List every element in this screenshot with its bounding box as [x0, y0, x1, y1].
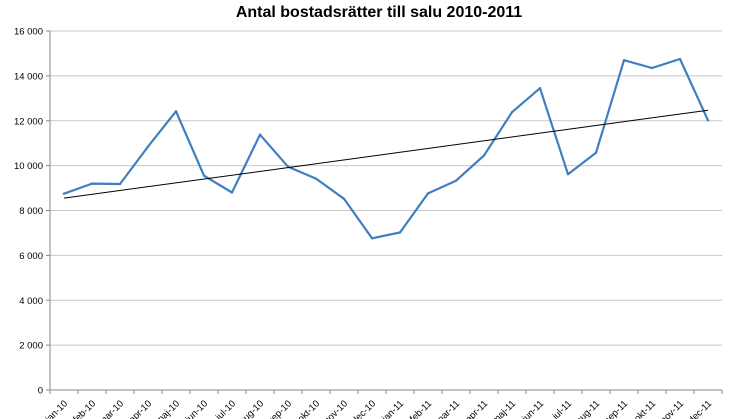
x-tick-label: aug-11: [574, 398, 602, 419]
x-tick-label: feb-11: [408, 398, 434, 419]
y-tick-label: 14 000: [14, 71, 43, 82]
data-point: [202, 174, 206, 177]
x-tick-label: jul-10: [213, 398, 238, 419]
y-tick-label: 4 000: [19, 296, 43, 307]
x-tick-label: okt-10: [296, 398, 322, 419]
x-tick-label: nov-10: [322, 398, 350, 419]
x-tick-label: jun-11: [519, 398, 546, 419]
data-point: [482, 154, 486, 157]
x-tick-label: mar-10: [97, 398, 126, 419]
gridlines: [50, 30, 722, 346]
x-tick-label: jul-11: [550, 398, 574, 419]
data-point: [538, 87, 542, 90]
x-tick-label: jan-11: [379, 398, 406, 419]
x-tick-label: sep-11: [602, 398, 630, 419]
y-axis-ticks: 0 2 000 4 000 6 000 8 000 10 000 12 000 14 000 1…: [14, 27, 50, 397]
data-point: [314, 177, 318, 180]
chart-title: Antal bostadsrätter till salu 2010-2011: [236, 4, 522, 21]
y-tick-label: 2 000: [19, 341, 43, 352]
y-tick-label: 0: [38, 386, 43, 397]
data-point: [118, 182, 122, 186]
data-point: [90, 182, 94, 185]
data-point: [146, 145, 150, 148]
data-point: [230, 191, 234, 194]
x-tick-label: sep-10: [266, 398, 294, 419]
y-tick-label: 6 000: [19, 251, 43, 262]
x-tick-label: dec-10: [350, 398, 378, 419]
y-tick-label: 16 000: [14, 27, 43, 38]
series-line: [62, 57, 710, 240]
data-point: [650, 66, 654, 70]
data-point: [370, 237, 374, 240]
data-point: [678, 57, 682, 61]
x-tick-label: mar-11: [434, 398, 463, 419]
x-tick-label: jun-10: [183, 398, 210, 419]
x-tick-label: okt-11: [632, 398, 658, 419]
data-point: [510, 111, 514, 114]
x-tick-label: apr-10: [127, 398, 154, 419]
data-point: [706, 119, 710, 122]
data-point: [454, 179, 458, 182]
x-tick-label: feb-10: [71, 398, 98, 419]
data-point: [258, 133, 262, 136]
y-tick-label: 8 000: [19, 206, 43, 217]
data-point: [62, 192, 66, 195]
y-tick-label: 10 000: [14, 161, 43, 172]
series-layer: [62, 57, 710, 240]
data-point: [398, 231, 402, 234]
data-point: [426, 192, 430, 195]
data-point: [174, 110, 178, 113]
y-tick-label: 12 000: [14, 116, 43, 127]
data-point: [342, 197, 346, 201]
x-tick-label: maj-11: [490, 398, 518, 419]
x-tick-label: aug-10: [237, 398, 266, 419]
x-tick-label: apr-11: [463, 398, 490, 419]
x-tick-label: nov-11: [658, 398, 686, 419]
trendline: [63, 109, 709, 199]
data-point: [622, 58, 626, 62]
data-point: [594, 151, 598, 155]
x-tick-label: maj-10: [154, 398, 182, 419]
x-tick-label: jan-10: [43, 398, 70, 419]
x-tick-label: dec-11: [686, 398, 714, 419]
data-point: [566, 172, 570, 176]
